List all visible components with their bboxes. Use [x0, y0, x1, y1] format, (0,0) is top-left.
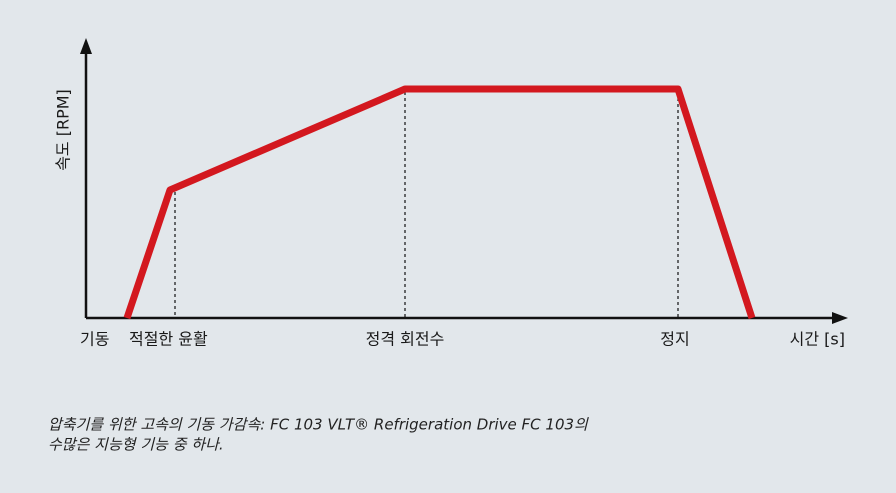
axes: [80, 38, 848, 324]
caption-line: 압축기를 위한 고속의 기동 가감속: FC 103 VLT® Refriger…: [48, 416, 589, 434]
speed-profile: [123, 85, 756, 320]
phase-label: 기동: [80, 330, 109, 349]
caption-line: 수많은 지능형 기능 중 하나.: [48, 436, 224, 454]
phase-label: 정지: [660, 330, 689, 349]
phase-guides: [174, 92, 679, 318]
y-arrow: [80, 38, 92, 54]
phase-label: 적절한 윤활: [129, 330, 208, 349]
y-axis-label: 속도 [RPM]: [54, 89, 73, 171]
x-axis-label: 시간 [s]: [790, 330, 845, 349]
phase-label: 정격 회전수: [366, 330, 445, 349]
x-arrow: [832, 312, 848, 324]
